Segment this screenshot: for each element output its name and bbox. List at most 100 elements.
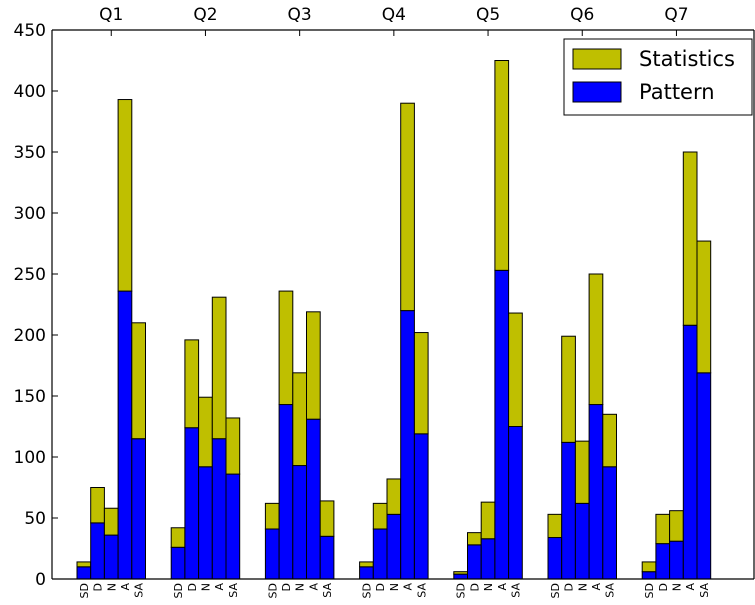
bar-statistics-Q6-SA	[602, 413, 617, 468]
bar-pattern-Q3-SA	[319, 535, 335, 580]
bar-pattern-Q4-SD	[359, 566, 374, 580]
category-label-Q4-D: D	[374, 583, 387, 591]
y-tick-label-350: 350	[14, 143, 46, 163]
category-labels: SD D N A SA SD D N A SA SD D N A SA SD D N A SA SD D N A SA SD D N A…	[78, 583, 711, 599]
y-tick-label-300: 300	[14, 204, 46, 224]
legend-label-statistics: Statistics	[639, 47, 735, 71]
group-label-Q7: Q7	[664, 5, 688, 25]
category-label-Q3-SD: SD	[266, 583, 279, 598]
bar-statistics-Q5-SD	[453, 571, 468, 575]
category-label-Q2-D: D	[186, 583, 199, 591]
bar-statistics-Q4-D	[372, 502, 388, 530]
category-label-Q3-A: A	[307, 583, 320, 591]
group-label-Q4: Q4	[382, 5, 406, 25]
category-label-Q5-D: D	[468, 583, 481, 591]
bar-statistics-Q7-A	[682, 151, 698, 326]
category-label-Q1-D: D	[92, 583, 105, 591]
bar-pattern-Q6-D	[561, 441, 576, 580]
y-tick-label-0: 0	[35, 570, 46, 590]
category-label-Q5-SD: SD	[455, 583, 468, 598]
group-label-Q6: Q6	[570, 5, 594, 25]
category-label-Q2-SA: SA	[227, 583, 240, 598]
bar-pattern-Q2-A	[211, 438, 227, 580]
category-label-Q4-N: N	[388, 583, 401, 591]
bar-pattern-Q3-SD	[264, 528, 280, 580]
bar-statistics-Q1-N	[103, 507, 119, 536]
bar-pattern-Q4-SA	[413, 433, 429, 580]
bar-pattern-Q7-SD	[641, 571, 657, 580]
category-label-Q1-SD: SD	[78, 583, 91, 598]
bar-pattern-Q5-SA	[508, 426, 523, 580]
y-tick-label-450: 450	[14, 21, 46, 41]
bar-pattern-Q1-A	[117, 290, 133, 580]
category-label-Q1-SA: SA	[133, 583, 146, 598]
bar-pattern-Q4-N	[386, 513, 402, 580]
category-label-Q2-SD: SD	[172, 583, 185, 598]
y-tick-label-400: 400	[14, 82, 46, 102]
category-label-Q7-SA: SA	[698, 583, 711, 598]
bar-statistics-Q7-N	[669, 510, 684, 542]
bar-pattern-Q2-D	[184, 427, 200, 580]
bar-statistics-Q5-A	[494, 60, 510, 271]
bar-pattern-Q1-D	[90, 522, 105, 580]
bar-pattern-Q1-SD	[76, 566, 92, 580]
bar-pattern-Q4-D	[372, 528, 388, 580]
bar-statistics-Q1-D	[90, 487, 105, 524]
category-label-Q7-SD: SD	[643, 583, 656, 598]
bar-statistics-Q2-SD	[170, 527, 186, 548]
category-label-Q5-N: N	[482, 583, 495, 591]
bar-statistics-Q6-N	[574, 440, 590, 504]
bar-pattern-Q5-A	[494, 269, 510, 580]
axes-layer	[51, 29, 755, 580]
bar-pattern-Q3-A	[306, 418, 321, 580]
bar-pattern-Q1-SA	[131, 438, 147, 580]
bar-pattern-Q4-A	[400, 310, 415, 580]
legend-swatch-pattern	[572, 81, 622, 103]
bar-pattern-Q6-SA	[602, 466, 617, 580]
bar-statistics-Q5-N	[480, 501, 496, 540]
bar-statistics-Q5-D	[467, 532, 482, 546]
bar-statistics-Q2-D	[184, 339, 200, 429]
bar-statistics-Q2-A	[211, 296, 227, 440]
bar-statistics-Q3-SA	[319, 500, 335, 537]
category-label-Q4-A: A	[402, 583, 415, 591]
bar-statistics-Q2-SA	[225, 417, 241, 475]
group-label-Q2: Q2	[193, 5, 217, 25]
y-tick-label-250: 250	[14, 265, 46, 285]
group-labels: Q1 Q2 Q3 Q4 Q5 Q6 Q7	[99, 5, 689, 36]
y-tick-label-200: 200	[14, 326, 46, 346]
category-label-Q4-SD: SD	[360, 583, 373, 598]
bar-pattern-Q3-D	[278, 404, 294, 580]
bar-pattern-Q1-N	[103, 534, 119, 580]
category-label-Q5-A: A	[496, 583, 509, 591]
bar-statistics-Q6-SD	[547, 513, 563, 539]
y-tick-label-50: 50	[24, 509, 46, 529]
category-label-Q6-A: A	[590, 583, 603, 591]
category-label-Q1-A: A	[119, 583, 132, 591]
bar-pattern-Q6-SD	[547, 537, 563, 580]
category-label-Q7-A: A	[684, 583, 697, 591]
bar-statistics-Q5-SA	[508, 312, 523, 428]
y-tick-label-100: 100	[14, 448, 46, 468]
bar-pattern-Q7-N	[669, 540, 684, 580]
legend: Statistics Pattern	[563, 38, 753, 116]
bar-pattern-Q5-SD	[453, 573, 468, 580]
group-label-Q5: Q5	[476, 5, 500, 25]
bar-statistics-Q1-SA	[131, 322, 147, 440]
category-label-Q3-D: D	[280, 583, 293, 591]
bar-statistics-Q4-N	[386, 478, 402, 515]
bar-pattern-Q6-N	[574, 502, 590, 580]
bar-statistics-Q4-SA	[413, 332, 429, 435]
category-label-Q3-SA: SA	[321, 583, 334, 598]
y-tick-label-150: 150	[14, 387, 46, 407]
bar-statistics-Q6-D	[561, 335, 576, 443]
category-label-Q5-SA: SA	[509, 583, 522, 598]
bar-pattern-Q7-A	[682, 324, 698, 580]
category-label-Q1-N: N	[105, 583, 118, 591]
category-label-Q3-N: N	[294, 583, 307, 591]
category-label-Q6-SA: SA	[604, 583, 617, 598]
bar-statistics-Q4-A	[400, 102, 415, 312]
bars-layer	[76, 60, 712, 580]
category-label-Q6-D: D	[563, 583, 576, 591]
bar-statistics-Q3-SD	[264, 502, 280, 530]
